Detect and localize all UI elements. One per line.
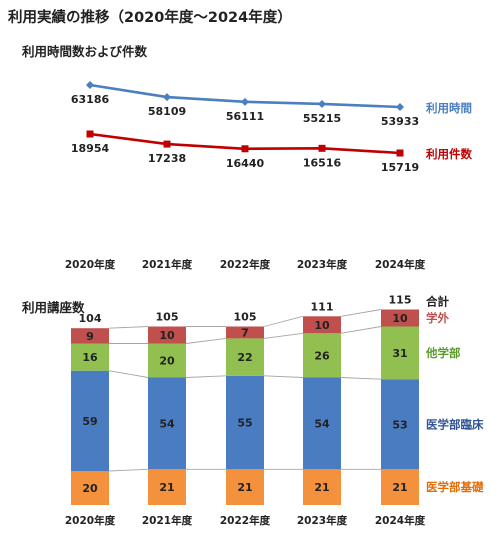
segment-value-label: 59 — [82, 415, 97, 428]
series-legend-label: 学外 — [426, 311, 449, 325]
connector-line — [263, 332, 304, 339]
x-tick-label: 2023年度 — [297, 514, 348, 527]
segment-value-label: 9 — [86, 330, 94, 343]
bar-segment — [226, 469, 264, 505]
segment-value-label: 21 — [159, 481, 174, 494]
data-label: 16516 — [303, 156, 342, 169]
bar-segment — [381, 309, 419, 327]
series-label: 利用件数 — [425, 147, 472, 161]
data-point — [318, 144, 326, 152]
total-label: 111 — [311, 300, 334, 313]
data-label: 18954 — [71, 142, 110, 155]
data-point — [396, 103, 404, 111]
x-tick-label: 2020年度 — [65, 258, 116, 271]
segment-value-label: 10 — [159, 329, 175, 342]
segment-value-label: 53 — [392, 418, 407, 431]
data-point — [86, 130, 94, 138]
connector-line — [263, 315, 304, 327]
segment-value-label: 21 — [237, 481, 252, 494]
data-point — [163, 93, 171, 102]
data-label: 16440 — [226, 157, 265, 170]
bar-segment — [381, 326, 419, 380]
bar-segment — [148, 326, 186, 344]
x-tick-label: 2021年度 — [142, 514, 193, 527]
line-chart: 63186 58109 56111 55215 53933 利用時間 18954 17238 1… — [65, 81, 472, 271]
connector-line — [340, 326, 382, 334]
data-point — [86, 81, 94, 89]
segment-value-label: 10 — [314, 319, 330, 332]
bar-segment — [303, 377, 341, 470]
connector-line — [340, 377, 382, 380]
x-tick-label: 2021年度 — [142, 258, 193, 271]
connector-line — [185, 375, 227, 378]
series-legend-label: 他学部 — [425, 346, 461, 360]
bar-segment — [303, 469, 341, 505]
bar-segment — [381, 379, 419, 470]
bar-segment — [71, 343, 109, 371]
series-legend-label: 医学部基礎 — [426, 480, 484, 494]
bar-chart-title: 利用講座数 — [22, 300, 85, 315]
data-point — [396, 149, 404, 157]
segment-value-label: 16 — [82, 351, 98, 364]
connector-line — [108, 468, 149, 472]
x-tick-label: 2022年度 — [220, 258, 271, 271]
total-label: 104 — [79, 312, 102, 325]
x-tick-label: 2020年度 — [65, 514, 116, 527]
data-point — [241, 97, 249, 106]
segment-value-label: 54 — [159, 417, 175, 430]
page-title: 利用実績の推移（2020年度～2024年度） — [8, 10, 292, 26]
bar-segment — [148, 469, 186, 505]
bar-segment — [381, 469, 419, 505]
segment-value-label: 21 — [314, 481, 329, 494]
series-legend-label: 医学部臨床 — [426, 417, 484, 431]
connector-line — [108, 370, 149, 378]
x-tick-label: 2022年度 — [220, 514, 271, 527]
data-label: 56111 — [226, 110, 264, 123]
data-point — [241, 145, 249, 153]
bar-segment — [71, 370, 109, 471]
bar-segment — [226, 375, 264, 470]
totals-legend-label: 合計 — [426, 295, 449, 309]
data-point — [318, 99, 326, 108]
segment-value-label: 54 — [314, 417, 330, 430]
connector-line — [263, 375, 304, 378]
connector-line — [185, 337, 227, 344]
segment-value-label: 20 — [159, 355, 175, 368]
data-label: 63186 — [71, 93, 110, 106]
bar-segment — [71, 328, 109, 344]
connector-line — [340, 309, 382, 317]
total-label: 105 — [234, 311, 257, 324]
bar-segment — [226, 326, 264, 339]
bar-segment — [303, 316, 341, 334]
segment-value-label: 31 — [392, 347, 407, 360]
segment-value-label: 22 — [237, 351, 252, 364]
total-label: 115 — [389, 294, 412, 307]
segment-value-label: 21 — [392, 481, 407, 494]
total-label: 105 — [156, 311, 179, 324]
data-label: 58109 — [148, 105, 186, 118]
data-label: 17238 — [148, 152, 186, 165]
segment-value-label: 20 — [82, 482, 98, 495]
segment-value-label: 26 — [314, 349, 330, 362]
bar-segment — [303, 333, 341, 378]
segment-value-label: 55 — [237, 417, 252, 430]
bar-segment — [148, 343, 186, 378]
bar-segment — [148, 377, 186, 470]
data-label: 15719 — [381, 161, 419, 174]
data-label: 53933 — [381, 115, 419, 128]
data-label: 55215 — [303, 112, 341, 125]
data-point — [163, 140, 171, 148]
x-tick-label: 2024年度 — [375, 514, 426, 527]
series-label: 利用時間 — [425, 101, 472, 115]
segment-value-label: 7 — [241, 326, 249, 339]
x-tick-label: 2023年度 — [297, 258, 348, 271]
line-chart-title: 利用時間数および件数 — [22, 44, 148, 59]
segment-value-label: 10 — [392, 312, 408, 325]
connector-line — [108, 326, 149, 329]
bar-segment — [226, 338, 264, 376]
x-tick-label: 2024年度 — [375, 258, 426, 271]
bar-segment — [71, 471, 109, 505]
